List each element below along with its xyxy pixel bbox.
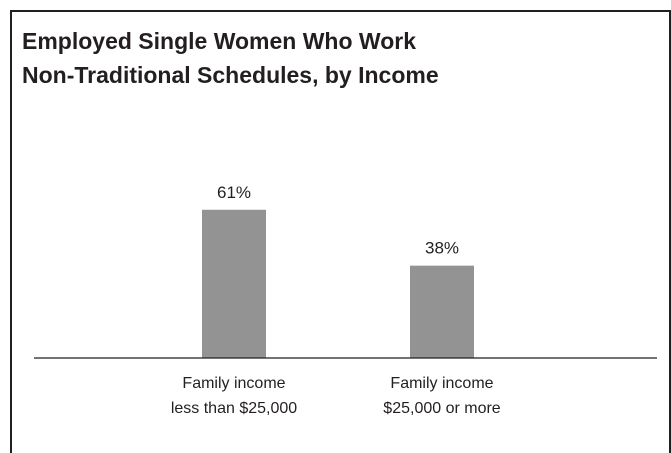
category-label-line: less than $25,000: [171, 400, 297, 417]
bar-chart: 61% Family income less than $25,000 38% Fami…: [34, 183, 657, 417]
bar-2: [410, 265, 474, 358]
chart-title: Employed Single Women Who Work Non-Tradi…: [22, 28, 439, 88]
category-label-line: $25,000 or more: [383, 400, 501, 417]
chart-frame: [10, 10, 671, 453]
bar-value-label-1: 61%: [217, 183, 251, 202]
category-label-line: Family income: [182, 375, 285, 392]
category-label-2: Family income $25,000 or more: [383, 375, 501, 417]
category-label-line: Family income: [390, 375, 493, 392]
bar-value-label-2: 38%: [425, 239, 459, 258]
chart-marks: 61% Family income less than $25,000 38% Fami…: [171, 183, 501, 417]
bar-1: [202, 209, 266, 358]
category-label-1: Family income less than $25,000: [171, 375, 297, 417]
